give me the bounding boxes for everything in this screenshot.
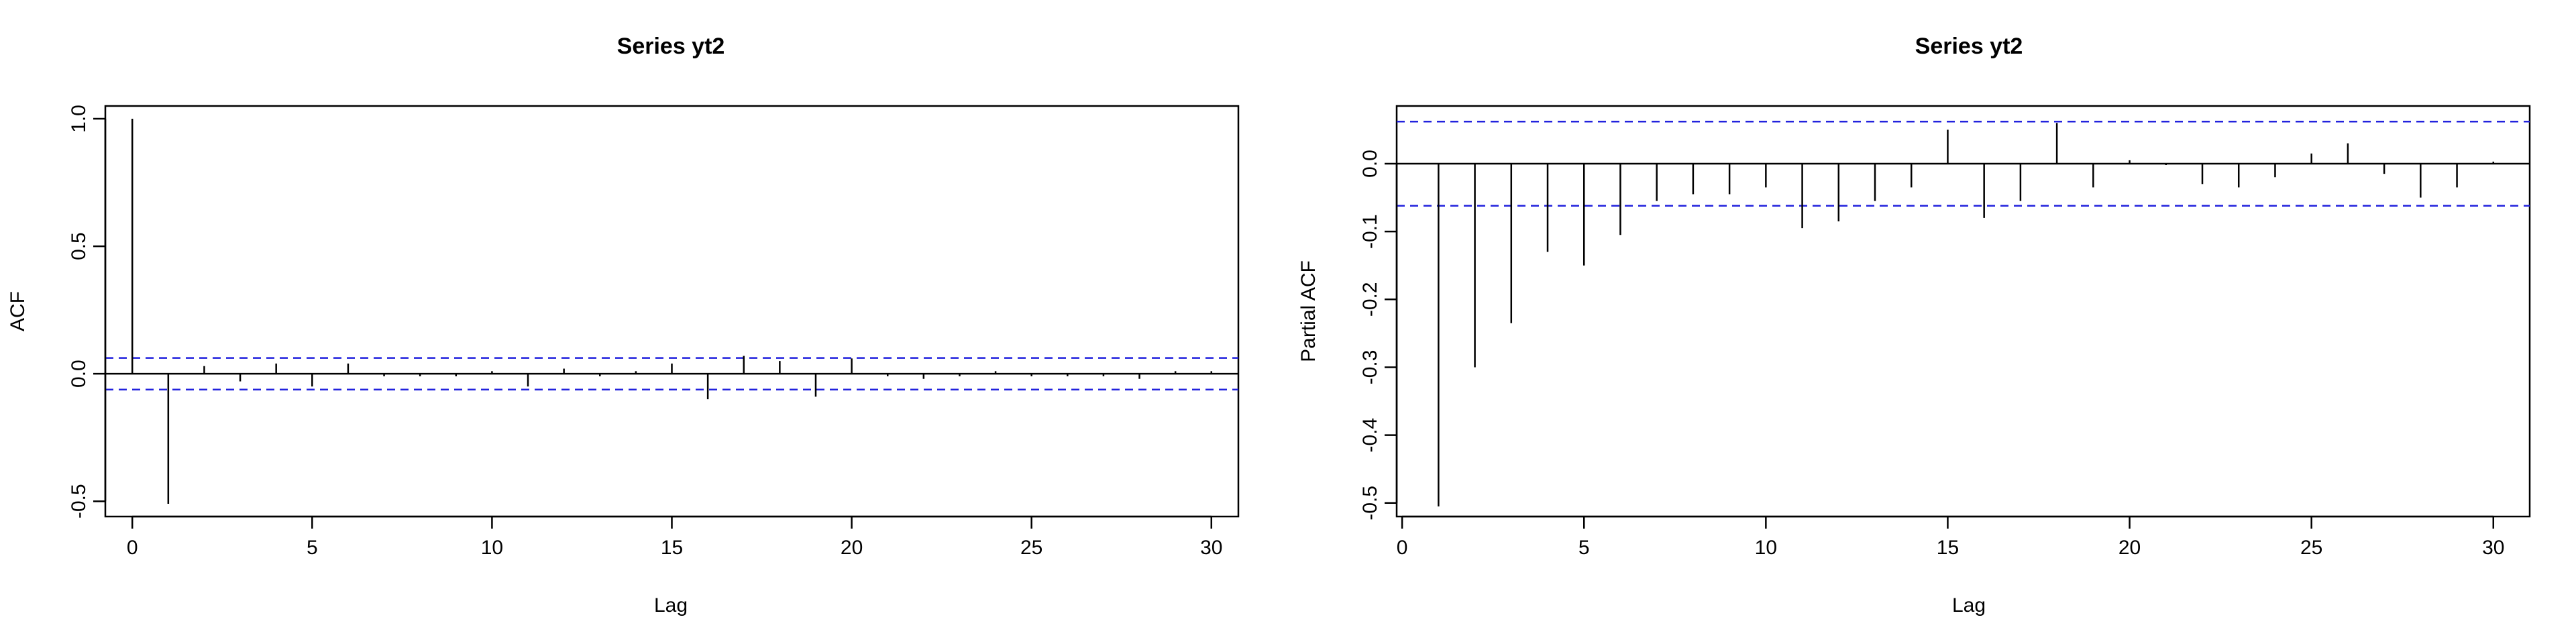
acf-y-tick-label-2: 0.5 <box>68 232 90 260</box>
acf-x-axis: 0 5 10 15 20 25 30 <box>127 515 1222 559</box>
pacf-x-tick-label-0: 0 <box>1397 537 1408 559</box>
pacf-y-tick-label-5: 0.0 <box>1359 150 1381 178</box>
pacf-y-label: Partial ACF <box>1297 260 1320 362</box>
pacf-panel: Series yt2 0 5 10 15 20 25 30 -0.5 -0.4 -0.3 -0.2… <box>1297 34 2531 616</box>
pacf-x-tick-label-20: 20 <box>2118 537 2141 559</box>
acf-x-tick-label-15: 15 <box>661 537 683 559</box>
pacf-y-tick-label-2: -0.3 <box>1359 350 1381 385</box>
acf-x-tick-label-10: 10 <box>481 537 503 559</box>
pacf-plot-frame <box>1395 105 2531 518</box>
acf-x-tick-label-20: 20 <box>841 537 863 559</box>
acf-x-tick-label-25: 25 <box>1020 537 1042 559</box>
pacf-y-tick-label-0: -0.5 <box>1359 486 1381 521</box>
pacf-x-tick-label-10: 10 <box>1755 537 1777 559</box>
acf-x-label: Lag <box>654 594 688 616</box>
acf-x-tick-label-5: 5 <box>307 537 318 559</box>
pacf-x-tick-label-30: 30 <box>2482 537 2504 559</box>
pacf-x-axis: 0 5 10 15 20 25 30 <box>1397 515 2504 559</box>
pacf-y-tick-label-3: -0.2 <box>1359 282 1381 317</box>
acf-y-axis: -0.5 0.0 0.5 1.0 <box>68 105 107 519</box>
acf-y-label: ACF <box>7 291 29 331</box>
pacf-confidence-bands <box>1397 121 2530 207</box>
pacf-y-axis: -0.5 -0.4 -0.3 -0.2 -0.1 0.0 <box>1359 150 1398 521</box>
pacf-stems <box>1438 123 2495 506</box>
acf-y-tick-label-3: 1.0 <box>68 105 90 133</box>
acf-plot-frame <box>104 105 1240 518</box>
pacf-x-tick-label-15: 15 <box>1937 537 1959 559</box>
pacf-y-tick-label-1: -0.4 <box>1359 418 1381 453</box>
acf-stems <box>131 119 1213 504</box>
pacf-title: Series yt2 <box>1915 34 2023 59</box>
acf-x-tick-label-30: 30 <box>1200 537 1222 559</box>
pacf-y-tick-label-4: -0.1 <box>1359 214 1381 249</box>
acf-panel: Series yt2 0 5 10 15 20 25 30 -0.5 0.0 0.5 1.0 La… <box>7 34 1240 616</box>
pacf-x-tick-label-25: 25 <box>2300 537 2322 559</box>
acf-y-tick-label-1: 0.0 <box>68 360 90 388</box>
pacf-x-label: Lag <box>1952 594 1986 616</box>
pacf-x-tick-label-5: 5 <box>1578 537 1590 559</box>
acf-title: Series yt2 <box>617 34 725 59</box>
acf-y-tick-label-0: -0.5 <box>68 484 90 519</box>
acf-x-tick-label-0: 0 <box>127 537 138 559</box>
acf-confidence-bands <box>105 357 1238 390</box>
